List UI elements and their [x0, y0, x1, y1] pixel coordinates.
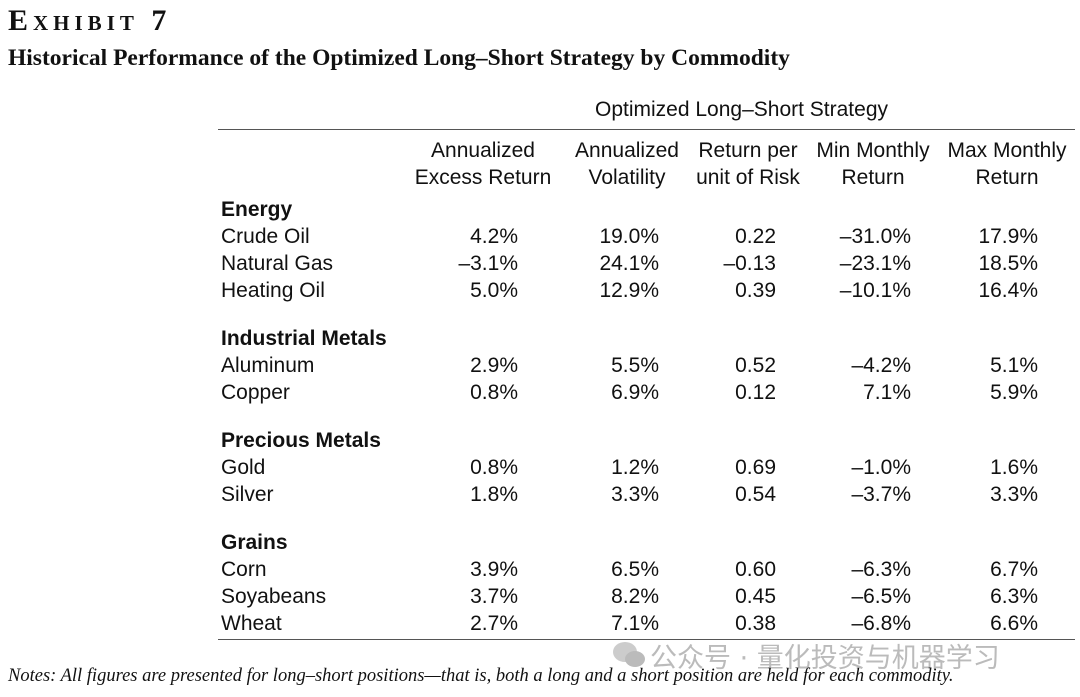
- row-label: Silver: [221, 483, 274, 506]
- value-cell: –1.0%: [851, 456, 911, 479]
- bottom-rule: [218, 639, 1075, 640]
- value-cell: 2.9%: [470, 354, 518, 377]
- value-cell: 3.7%: [470, 585, 518, 608]
- row-label: Copper: [221, 381, 290, 404]
- value-cell: 16.4%: [978, 279, 1038, 302]
- value-cell: 6.9%: [611, 381, 659, 404]
- value-cell: –6.5%: [851, 585, 911, 608]
- value-cell: 1.8%: [470, 483, 518, 506]
- watermark: 公众号 · 量化投资与机器学习: [650, 643, 1000, 674]
- value-cell: –31.0%: [839, 225, 911, 248]
- group-label: Energy: [221, 198, 293, 221]
- value-cell: 17.9%: [978, 225, 1038, 248]
- value-cell: 0.69: [735, 456, 776, 479]
- group-label: Precious Metals: [221, 429, 381, 452]
- row-label: Soyabeans: [221, 585, 327, 608]
- column-header: Annualized Excess Return: [414, 139, 552, 189]
- value-cell: 0.8%: [470, 381, 518, 404]
- value-cell: 0.8%: [470, 456, 518, 479]
- column-header: Max Monthly Return: [947, 139, 1067, 189]
- value-cell: 3.3%: [990, 483, 1038, 506]
- value-cell: 1.6%: [990, 456, 1038, 479]
- value-cell: –3.7%: [851, 483, 911, 506]
- value-cell: 2.7%: [470, 612, 518, 635]
- column-header: Min Monthly Return: [816, 139, 930, 189]
- row-label: Corn: [221, 558, 267, 581]
- value-cell: 18.5%: [978, 252, 1038, 275]
- value-cell: 5.0%: [470, 279, 518, 302]
- top-rule: [218, 129, 1075, 130]
- value-cell: –10.1%: [839, 279, 911, 302]
- column-header: Return per unit of Risk: [696, 139, 800, 189]
- value-cell: 7.1%: [611, 612, 659, 635]
- title: Historical Performance of the Optimized …: [8, 45, 790, 71]
- value-cell: 8.2%: [611, 585, 659, 608]
- value-cell: 7.1%: [863, 381, 911, 404]
- value-cell: –0.13: [723, 252, 776, 275]
- row-label: Gold: [221, 456, 266, 479]
- value-cell: 0.60: [735, 558, 776, 581]
- exhibit-label: Exhibit 7: [8, 4, 172, 37]
- row-label: Aluminum: [221, 354, 315, 377]
- value-cell: –3.1%: [458, 252, 518, 275]
- value-cell: 4.2%: [470, 225, 518, 248]
- value-cell: 24.1%: [599, 252, 659, 275]
- value-cell: –6.8%: [851, 612, 911, 635]
- value-cell: 12.9%: [599, 279, 659, 302]
- value-cell: –23.1%: [839, 252, 911, 275]
- value-cell: 0.38: [735, 612, 776, 635]
- value-cell: 5.5%: [611, 354, 659, 377]
- value-cell: 0.54: [735, 483, 776, 506]
- row-label: Wheat: [221, 612, 282, 635]
- value-cell: 3.9%: [470, 558, 518, 581]
- value-cell: 6.7%: [990, 558, 1038, 581]
- value-cell: 0.12: [735, 381, 776, 404]
- group-label: Industrial Metals: [221, 327, 387, 350]
- row-label: Natural Gas: [221, 252, 334, 275]
- value-cell: 0.52: [735, 354, 776, 377]
- value-cell: 19.0%: [599, 225, 659, 248]
- column-header: Annualized Volatility: [575, 139, 679, 189]
- value-cell: 1.2%: [611, 456, 659, 479]
- group-label: Grains: [221, 531, 288, 554]
- row-label: Heating Oil: [221, 279, 325, 302]
- notes: Notes: All figures are presented for lon…: [8, 666, 954, 686]
- value-cell: 0.45: [735, 585, 776, 608]
- value-cell: 5.9%: [990, 381, 1038, 404]
- row-label: Crude Oil: [221, 225, 310, 248]
- value-cell: 3.3%: [611, 483, 659, 506]
- value-cell: 5.1%: [990, 354, 1038, 377]
- value-cell: 6.5%: [611, 558, 659, 581]
- value-cell: 0.39: [735, 279, 776, 302]
- value-cell: 6.3%: [990, 585, 1038, 608]
- spanner: Optimized Long–Short Strategy: [595, 98, 888, 121]
- value-cell: 6.6%: [990, 612, 1038, 635]
- value-cell: –6.3%: [851, 558, 911, 581]
- value-cell: 0.22: [735, 225, 776, 248]
- value-cell: –4.2%: [851, 354, 911, 377]
- wechat-icon: [613, 642, 645, 667]
